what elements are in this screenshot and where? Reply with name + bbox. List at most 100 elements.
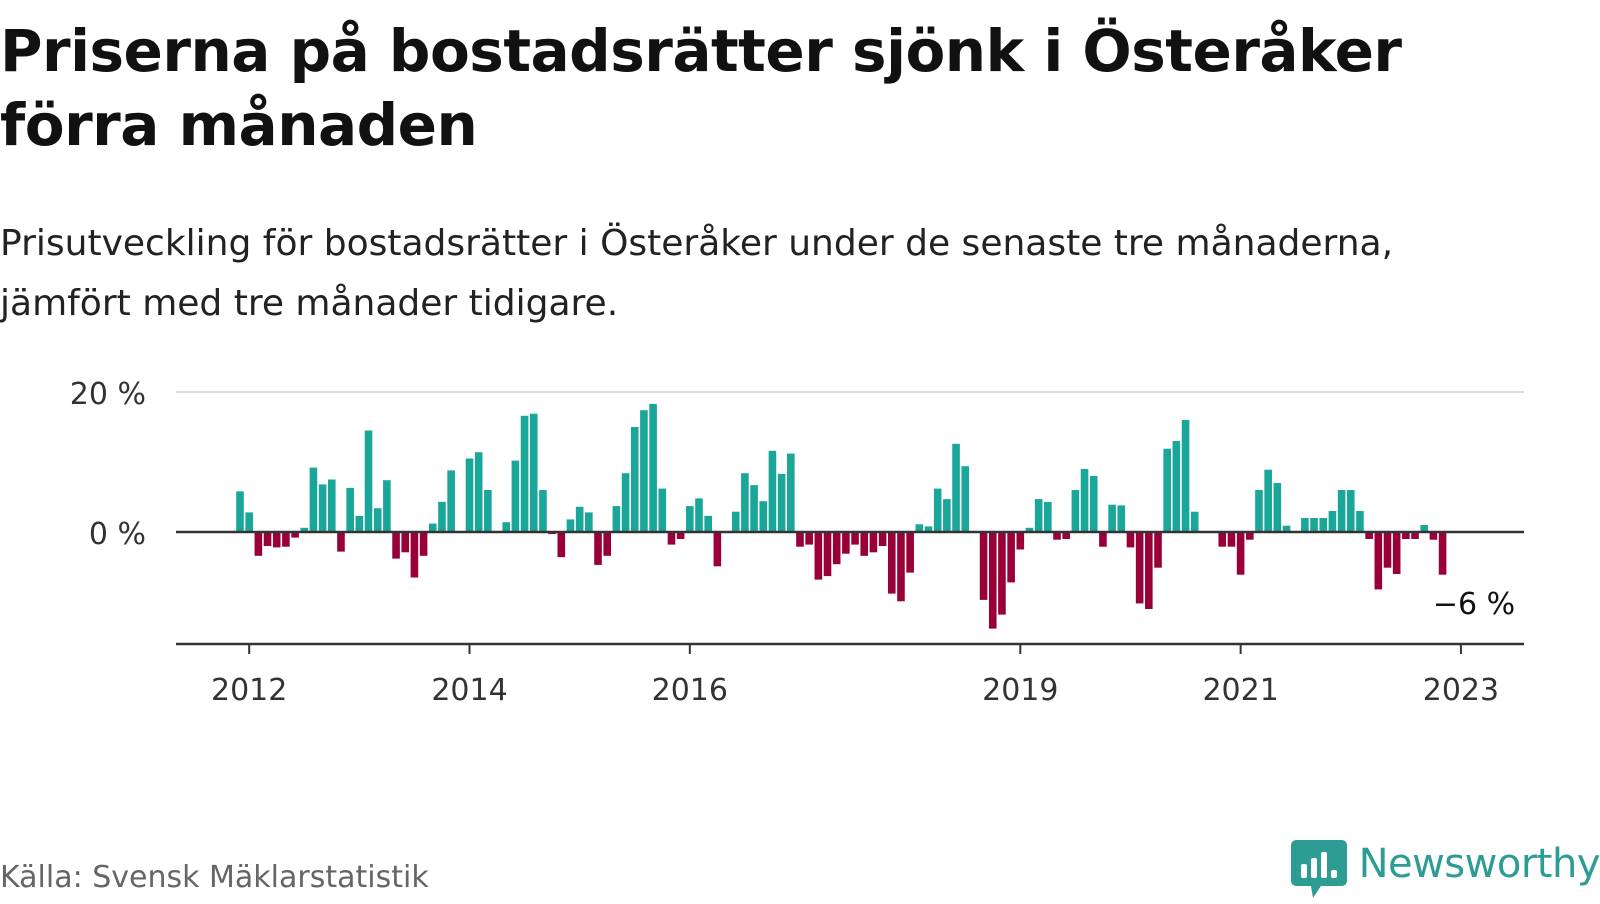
bar-2021-09 [1310, 518, 1318, 532]
bar-2013-01 [355, 515, 364, 532]
bar-2015-11 [667, 532, 676, 545]
bar-2022-08 [1411, 532, 1419, 539]
bar-2020-05 [1163, 448, 1171, 532]
bar-chart: 0 % 20 % 2012 2014 2016 2019 2021 2023 −6 % [0, 360, 1600, 730]
bar-2021-02 [1246, 532, 1254, 540]
bar-2012-03 [263, 532, 272, 546]
bar-2012-10 [328, 479, 336, 532]
bar-2018-09 [979, 532, 988, 600]
bar-2015-08 [640, 410, 648, 532]
bar-2017-07 [851, 532, 859, 545]
bar-2012-07 [300, 527, 309, 532]
bar-2012-09 [318, 484, 327, 532]
bar-2018-11 [998, 532, 1006, 615]
bar-2022-06 [1392, 532, 1401, 574]
bar-2017-06 [842, 532, 850, 554]
bar-2021-01 [1236, 532, 1245, 575]
bar-2016-03 [704, 515, 712, 532]
bar-2020-06 [1172, 441, 1181, 532]
bar-2021-10 [1319, 518, 1328, 532]
bar-2021-03 [1255, 490, 1263, 532]
bar-2016-12 [787, 453, 795, 532]
bar-2013-05 [392, 532, 400, 559]
bar-2012-02 [254, 532, 263, 556]
bar-2019-04 [1044, 501, 1052, 532]
bar-2013-11 [447, 470, 455, 532]
chart-title: Priserna på bostadsrätter sjönk i Österå… [0, 17, 1402, 159]
bar-2018-01 [906, 532, 914, 573]
source-note: Källa: Svensk Mäklarstatistik [0, 860, 429, 895]
bar-2021-06 [1282, 525, 1291, 532]
bar-2017-12 [897, 532, 905, 602]
bar-2015-12 [676, 532, 685, 539]
bar-2019-09 [1089, 476, 1098, 532]
bar-2016-01 [686, 506, 694, 532]
bar-2016-08 [750, 485, 758, 532]
bar-2014-05 [502, 522, 511, 532]
bar-2022-05 [1383, 532, 1392, 568]
bar-2012-08 [309, 467, 318, 532]
bar-2015-05 [612, 506, 621, 532]
y-tick-label: 0 % [89, 517, 146, 552]
bar-2012-06 [291, 532, 299, 538]
bar-2012-05 [282, 532, 290, 547]
bar-2015-03 [594, 532, 602, 565]
bar-layer [236, 403, 1447, 629]
bar-2015-01 [575, 506, 584, 532]
x-tick-label: 2023 [1423, 673, 1499, 708]
bar-2015-02 [585, 512, 593, 532]
x-tick-label: 2021 [1202, 673, 1278, 708]
brand-logo: Newsworthy [1290, 840, 1600, 900]
bar-2021-05 [1273, 483, 1282, 532]
bar-2018-07 [961, 466, 970, 532]
bar-2014-08 [529, 413, 538, 532]
bar-2015-06 [621, 473, 630, 532]
bar-2017-11 [887, 532, 896, 594]
bar-2018-06 [952, 443, 960, 532]
bar-2019-08 [1080, 469, 1089, 532]
axis-layer [176, 530, 1524, 654]
bar-2018-10 [988, 532, 997, 629]
bar-2022-07 [1402, 532, 1410, 539]
bar-2017-08 [860, 532, 869, 556]
bar-2014-07 [520, 415, 529, 532]
bar-2018-05 [943, 499, 951, 532]
bar-2013-06 [401, 532, 410, 553]
bar-2013-10 [438, 501, 446, 532]
bar-2017-03 [814, 532, 823, 580]
bar-2019-10 [1099, 532, 1107, 547]
bar-2019-02 [1025, 527, 1034, 532]
bar-2012-11 [337, 532, 345, 552]
bar-2017-02 [805, 532, 813, 545]
x-tick-label: 2014 [431, 673, 507, 708]
bar-chart-speech-bubble-icon [1290, 840, 1347, 904]
bar-2015-07 [630, 427, 639, 532]
bar-2021-11 [1328, 511, 1337, 532]
chart-subtitle: Prisutveckling för bostadsrätter i Öster… [0, 223, 1394, 324]
bar-2016-02 [695, 498, 703, 532]
bar-2016-07 [741, 473, 749, 532]
bar-2020-11 [1218, 532, 1227, 547]
bar-2020-03 [1145, 532, 1153, 609]
bar-2021-04 [1264, 469, 1272, 532]
bar-2020-07 [1181, 420, 1190, 532]
bar-2018-12 [1007, 532, 1015, 583]
chart-svg: 0 % 20 % 2012 2014 2016 2019 2021 2023 −6 % [70, 377, 1524, 708]
bar-2022-11 [1438, 532, 1447, 575]
bar-2019-07 [1071, 490, 1080, 532]
bar-2013-08 [419, 532, 428, 556]
bar-2011-12 [236, 491, 244, 532]
bar-2017-05 [832, 532, 841, 565]
bar-2019-11 [1108, 504, 1116, 532]
bar-2022-10 [1429, 532, 1438, 540]
bar-2020-04 [1154, 532, 1162, 568]
bar-2012-01 [245, 512, 253, 532]
bar-2014-01 [465, 458, 474, 532]
bar-2021-12 [1337, 490, 1346, 532]
bar-2013-02 [364, 430, 373, 532]
x-tick-label: 2019 [982, 673, 1058, 708]
bar-2017-09 [869, 532, 878, 553]
bar-2016-06 [731, 511, 740, 532]
label-layer: 0 % 20 % 2012 2014 2016 2019 2021 2023 −6 % [70, 377, 1515, 708]
bar-2020-01 [1126, 532, 1135, 548]
